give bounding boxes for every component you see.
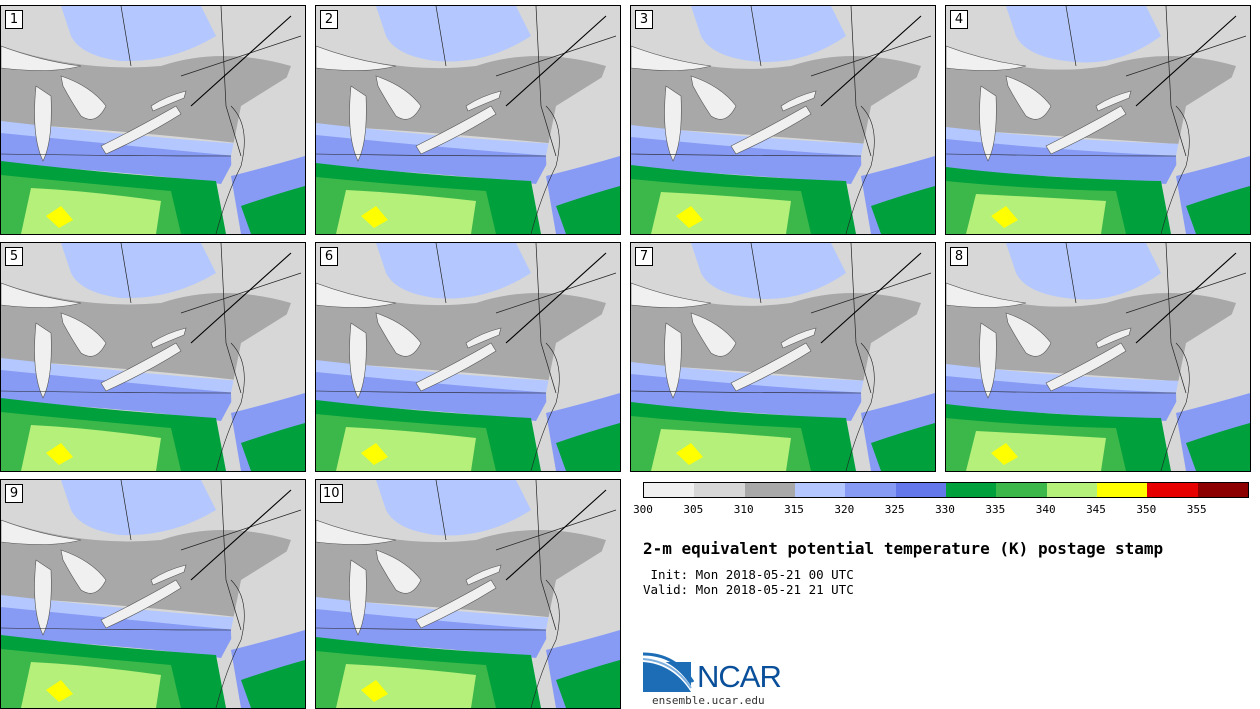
member-number-label: 7 (635, 247, 653, 266)
map-field (946, 6, 1250, 234)
member-number-label: 5 (5, 247, 23, 266)
colorbar-tick-label: 340 (1035, 503, 1056, 516)
member-number-label: 3 (635, 10, 653, 29)
member-panel: 1 (0, 5, 306, 235)
member-panel: 8 (945, 242, 1251, 472)
colorbar-tick-label: 350 (1136, 503, 1157, 516)
map-field (316, 480, 620, 708)
colorbar-tick-label: 330 (935, 503, 955, 516)
colorbar-swatch (845, 483, 896, 497)
colorbar-swatch (644, 483, 695, 497)
colorbar-swatch (794, 483, 846, 497)
colorbar-swatch (694, 483, 745, 497)
colorbar-swatch (1147, 483, 1198, 497)
ncar-logo-mark (643, 652, 695, 692)
member-panel: 4 (945, 5, 1251, 235)
map-field (946, 243, 1250, 471)
map-field (1, 6, 305, 234)
member-panel: 2 (315, 5, 621, 235)
colorbar-tick-label: 305 (683, 503, 704, 516)
member-number-label: 6 (320, 247, 338, 266)
member-number-label: 10 (320, 484, 343, 503)
colorbar-tick-label: 355 (1186, 503, 1207, 516)
map-field (631, 243, 935, 471)
member-number-label: 4 (950, 10, 968, 29)
member-number-label: 8 (950, 247, 968, 266)
colorbar-swatch (744, 483, 795, 497)
member-panel: 3 (630, 5, 936, 235)
colorbar-swatch (895, 483, 946, 497)
member-number-label: 9 (5, 484, 23, 503)
ncar-logo-text: NCAR (697, 659, 782, 694)
figure-title: 2-m equivalent potential temperature (K)… (643, 539, 1164, 558)
member-panel: 5 (0, 242, 306, 472)
member-panel: 10 (315, 479, 621, 709)
colorbar-tick-label: 345 (1086, 503, 1106, 516)
colorbar-tick-label: 335 (985, 503, 1006, 516)
colorbar-swatch (1046, 483, 1097, 497)
member-number-label: 1 (5, 10, 23, 29)
colorbar-swatch (1197, 483, 1248, 497)
member-panel: 6 (315, 242, 621, 472)
member-panel: 7 (630, 242, 936, 472)
init-time: Init: Mon 2018-05-21 00 UTC (643, 567, 854, 582)
colorbar-tick-label: 325 (884, 503, 905, 516)
site-url: ensemble.ucar.edu (652, 694, 765, 707)
colorbar-tick-label: 310 (733, 503, 754, 516)
map-field (1, 243, 305, 471)
colorbar-swatch (1096, 483, 1148, 497)
colorbar-swatch (945, 483, 997, 497)
map-field (316, 6, 620, 234)
colorbar (643, 482, 1249, 498)
member-number-label: 2 (320, 10, 338, 29)
valid-time: Valid: Mon 2018-05-21 21 UTC (643, 582, 854, 597)
colorbar-tick-label: 300 (633, 503, 653, 516)
colorbar-tick-label: 320 (834, 503, 855, 516)
colorbar-tick-label: 315 (784, 503, 804, 516)
colorbar-swatch (996, 483, 1047, 497)
map-field (1, 480, 305, 708)
map-field (631, 6, 935, 234)
member-panel: 9 (0, 479, 306, 709)
map-field (316, 243, 620, 471)
